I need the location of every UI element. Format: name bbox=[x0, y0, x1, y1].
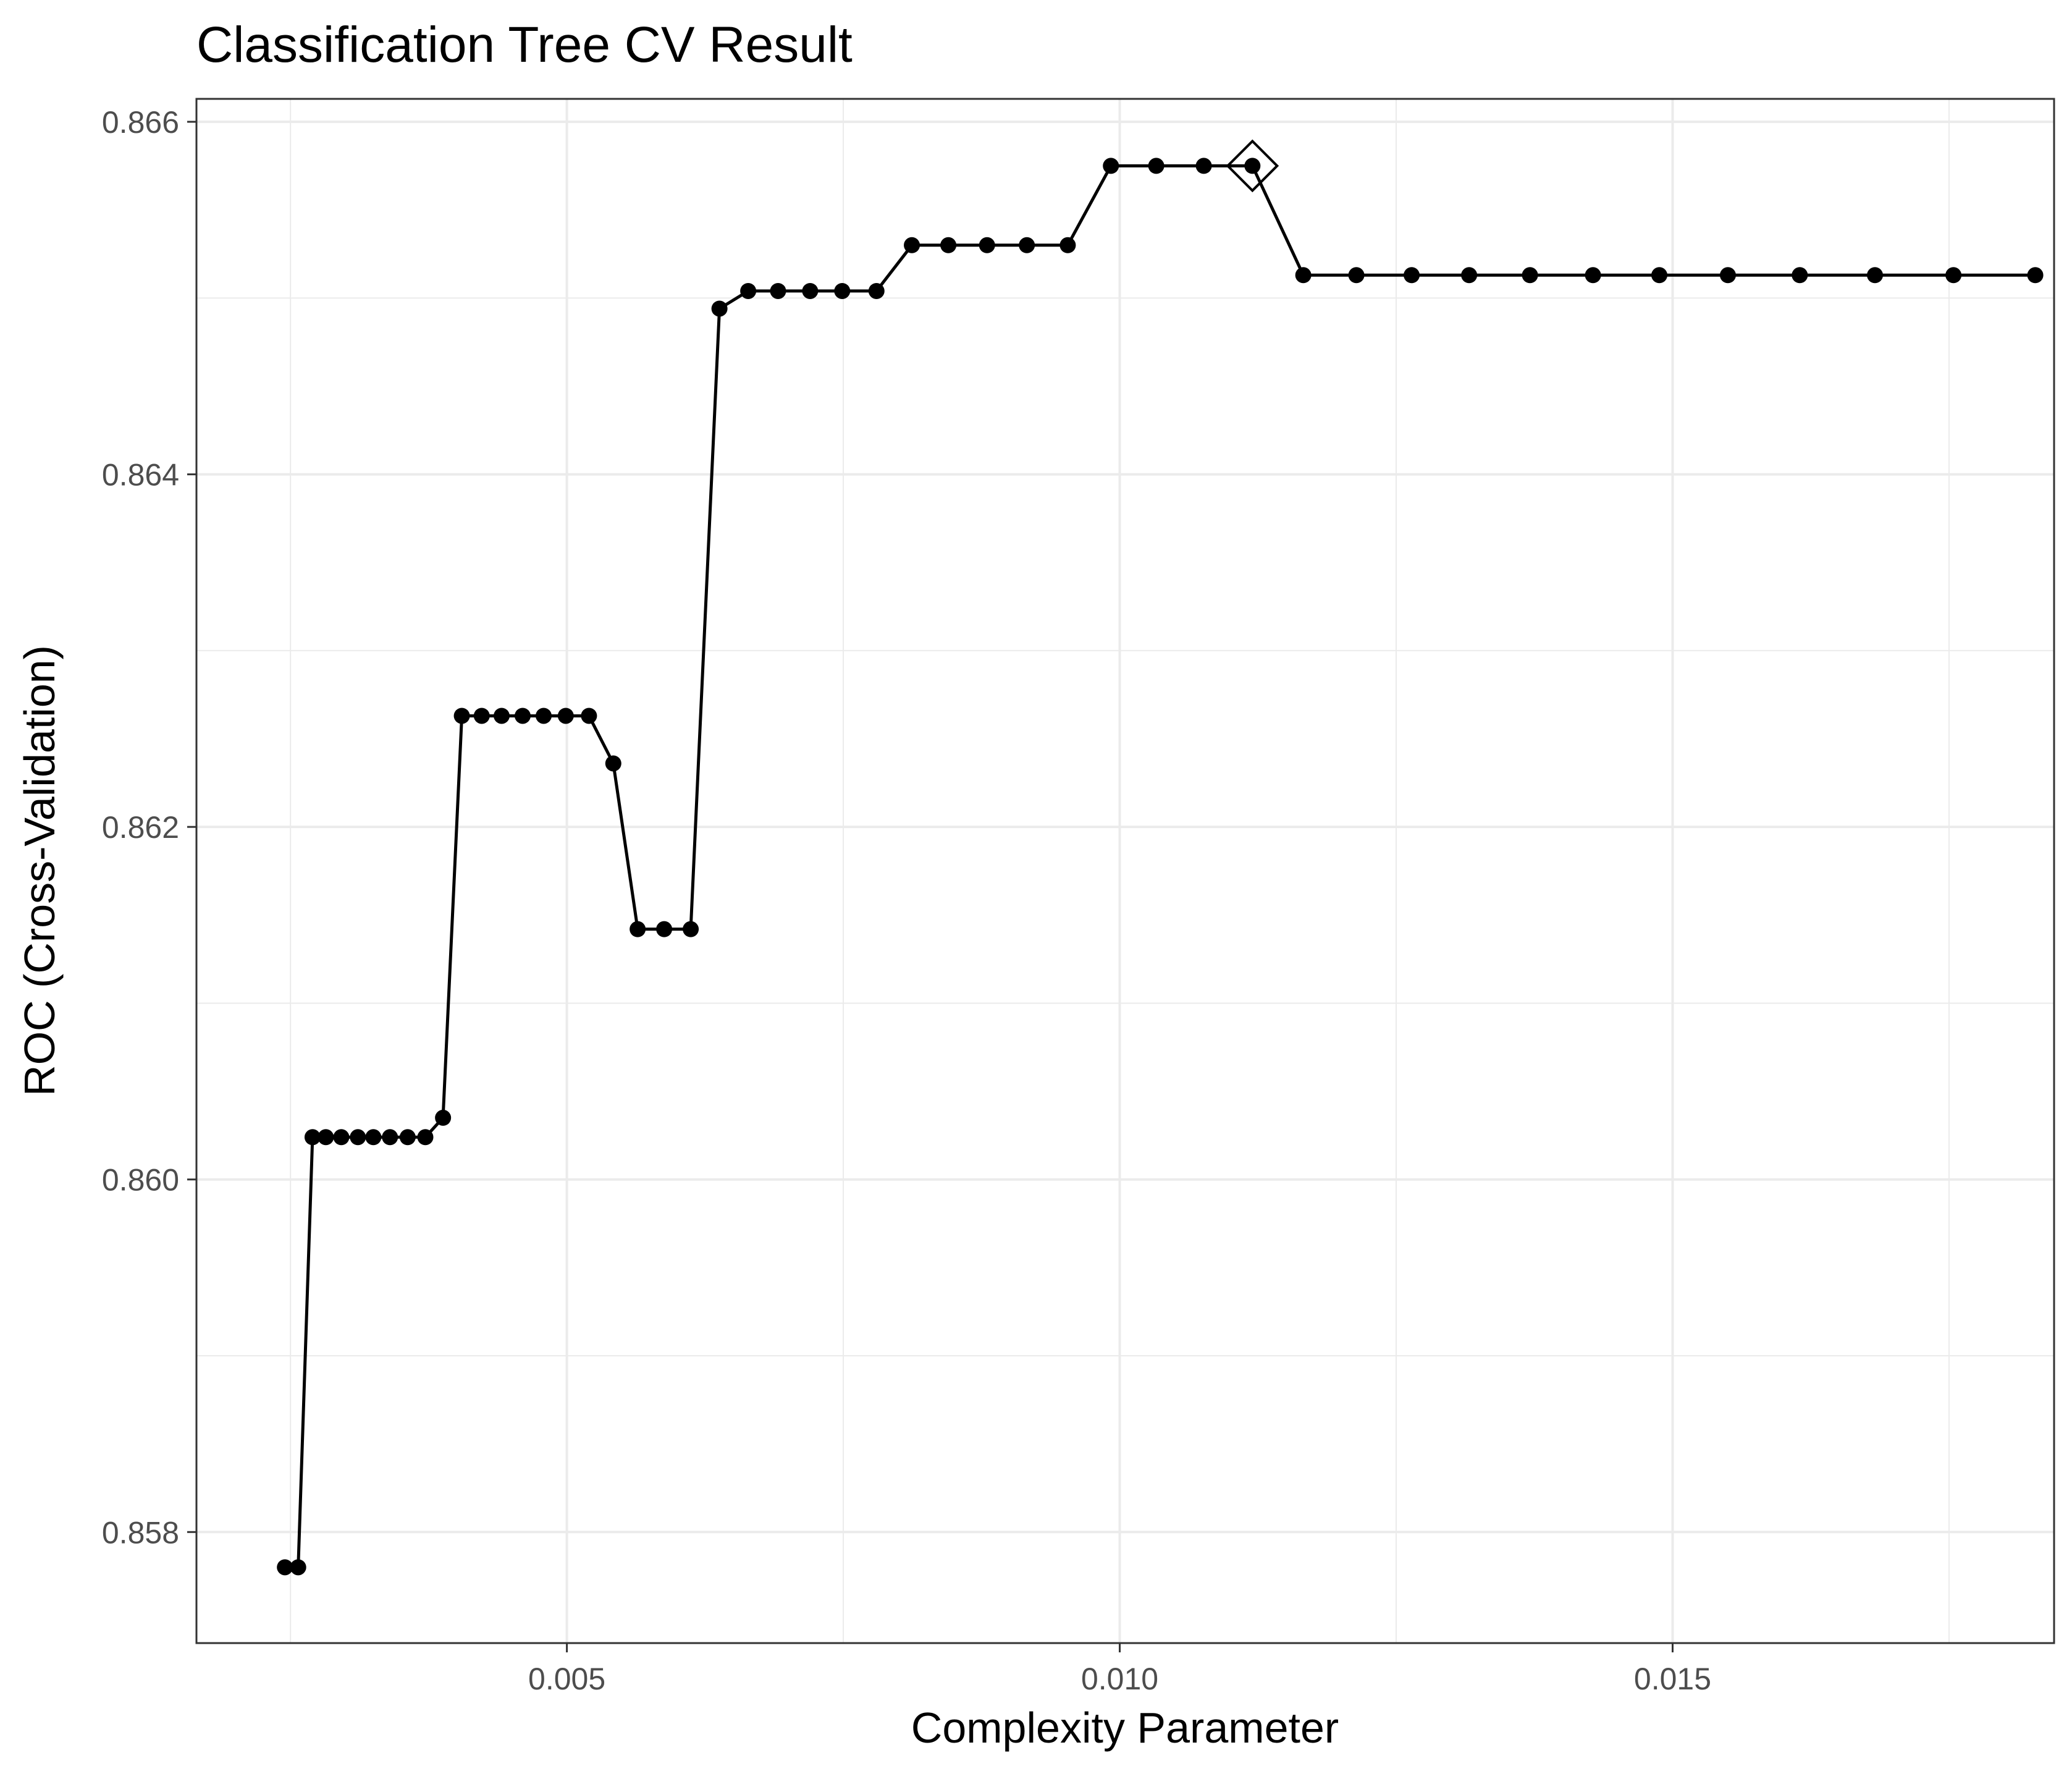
data-point bbox=[904, 237, 920, 253]
data-point bbox=[1461, 267, 1478, 284]
data-point bbox=[473, 708, 490, 724]
data-point bbox=[1348, 267, 1365, 284]
y-tick-label: 0.862 bbox=[102, 810, 179, 845]
data-point bbox=[940, 237, 957, 253]
data-point bbox=[494, 708, 510, 724]
data-point bbox=[333, 1129, 350, 1146]
data-point bbox=[770, 282, 786, 299]
data-point bbox=[802, 282, 819, 299]
data-point bbox=[515, 708, 531, 724]
y-tick-label: 0.864 bbox=[102, 458, 179, 492]
data-point bbox=[656, 921, 673, 937]
data-point bbox=[868, 282, 885, 299]
data-point bbox=[399, 1129, 416, 1146]
data-point bbox=[453, 708, 470, 724]
data-point bbox=[581, 708, 597, 724]
data-point bbox=[1792, 267, 1808, 284]
data-point bbox=[1295, 267, 1312, 284]
data-point bbox=[979, 237, 995, 253]
data-point bbox=[1522, 267, 1538, 284]
data-point bbox=[834, 282, 851, 299]
data-point bbox=[536, 708, 552, 724]
data-point bbox=[1867, 267, 1884, 284]
data-point bbox=[557, 708, 574, 724]
data-point bbox=[1019, 237, 1035, 253]
data-point bbox=[1945, 267, 1962, 284]
data-point bbox=[382, 1129, 398, 1146]
grid-major-lines bbox=[196, 99, 2054, 1643]
data-point bbox=[2027, 267, 2044, 284]
data-point bbox=[1103, 158, 1119, 174]
y-axis: 0.858 0.860 0.862 0.864 0.866 bbox=[102, 105, 196, 1550]
data-point bbox=[1585, 267, 1601, 284]
plot-panel bbox=[196, 99, 2054, 1643]
data-point bbox=[435, 1109, 452, 1126]
data-point bbox=[318, 1129, 334, 1146]
data-point bbox=[1404, 267, 1420, 284]
data-point bbox=[290, 1559, 306, 1576]
data-point bbox=[740, 282, 757, 299]
data-point bbox=[683, 921, 699, 937]
data-point bbox=[304, 1129, 321, 1146]
data-point bbox=[630, 921, 646, 937]
panel-border bbox=[195, 98, 2055, 1644]
y-tick-label: 0.858 bbox=[102, 1515, 179, 1550]
data-point bbox=[365, 1129, 382, 1146]
y-tick-label: 0.866 bbox=[102, 105, 179, 140]
y-axis-title: ROC (Cross-Validation) bbox=[15, 645, 64, 1096]
grid-minor-lines bbox=[196, 99, 2054, 1643]
chart-title: Classification Tree CV Result bbox=[196, 17, 853, 73]
x-tick-label: 0.010 bbox=[1081, 1662, 1158, 1696]
series-layer bbox=[277, 139, 2044, 1576]
data-point bbox=[417, 1129, 434, 1146]
data-point bbox=[605, 755, 621, 772]
data-point bbox=[277, 1559, 293, 1576]
data-point bbox=[350, 1129, 366, 1146]
data-point bbox=[1059, 237, 1076, 253]
data-point bbox=[1148, 158, 1164, 174]
data-point bbox=[1195, 158, 1212, 174]
y-tick-label: 0.860 bbox=[102, 1163, 179, 1198]
data-point bbox=[1244, 158, 1261, 174]
x-tick-label: 0.015 bbox=[1634, 1662, 1711, 1696]
best-point-diamond-marker bbox=[1226, 139, 1279, 193]
data-point bbox=[1719, 267, 1736, 284]
x-axis: 0.005 0.010 0.015 bbox=[528, 1643, 1711, 1696]
data-point bbox=[711, 300, 728, 317]
x-tick-label: 0.005 bbox=[528, 1662, 605, 1696]
x-axis-title: Complexity Parameter bbox=[911, 1704, 1339, 1752]
data-point bbox=[1651, 267, 1668, 284]
